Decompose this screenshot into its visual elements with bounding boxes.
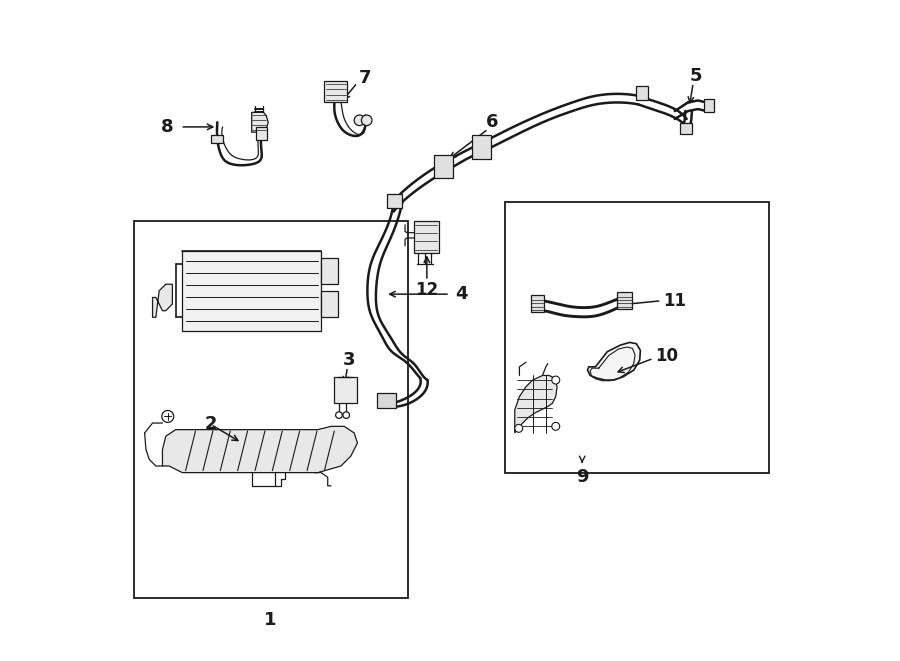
- Text: 8: 8: [161, 118, 174, 136]
- Bar: [472, 135, 491, 159]
- Bar: [183, 251, 321, 330]
- Text: 7: 7: [359, 69, 372, 87]
- Circle shape: [162, 410, 174, 422]
- Bar: [414, 221, 439, 253]
- Polygon shape: [515, 375, 557, 433]
- Text: 9: 9: [576, 468, 589, 486]
- Bar: [334, 377, 357, 403]
- Bar: [531, 295, 544, 312]
- Text: 6: 6: [485, 113, 498, 132]
- Bar: [321, 258, 338, 284]
- Bar: [212, 135, 223, 143]
- Text: 1: 1: [264, 611, 276, 629]
- Text: 10: 10: [655, 346, 679, 365]
- Bar: [256, 127, 267, 140]
- Polygon shape: [153, 284, 173, 317]
- Bar: [321, 291, 338, 317]
- Bar: [324, 81, 346, 102]
- Bar: [704, 99, 715, 112]
- Text: 2: 2: [204, 415, 217, 434]
- Text: 3: 3: [343, 351, 356, 369]
- Polygon shape: [252, 112, 268, 132]
- Circle shape: [343, 412, 349, 418]
- Polygon shape: [163, 426, 357, 473]
- Circle shape: [355, 115, 365, 126]
- Bar: [636, 86, 648, 100]
- Circle shape: [552, 376, 560, 384]
- Text: 4: 4: [455, 285, 467, 303]
- Text: 5: 5: [689, 67, 702, 85]
- Bar: [387, 194, 401, 208]
- Circle shape: [362, 115, 372, 126]
- Circle shape: [552, 422, 560, 430]
- Circle shape: [515, 424, 523, 432]
- Bar: [680, 123, 692, 134]
- Bar: [134, 221, 409, 598]
- Circle shape: [336, 412, 342, 418]
- Bar: [377, 393, 396, 408]
- Bar: [505, 202, 770, 473]
- Text: 11: 11: [663, 292, 686, 310]
- Bar: [616, 292, 633, 309]
- Polygon shape: [588, 342, 641, 380]
- Bar: [434, 155, 453, 178]
- Text: 12: 12: [415, 280, 438, 299]
